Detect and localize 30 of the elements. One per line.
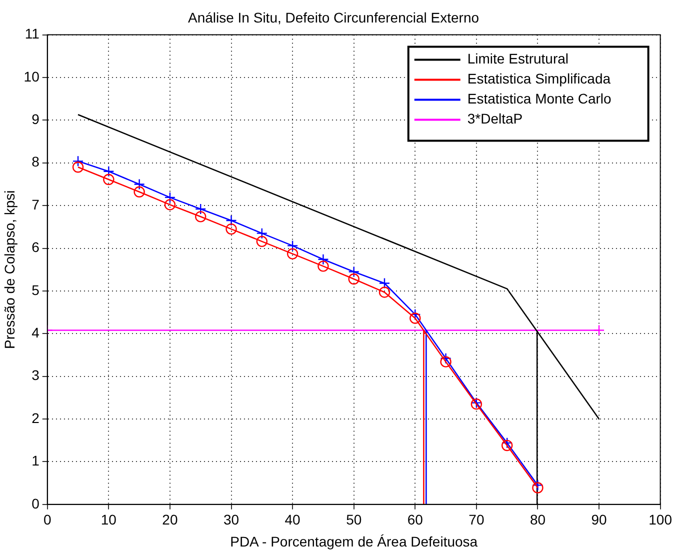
legend-label: 3*DeltaP xyxy=(467,110,523,127)
x-tick-label: 40 xyxy=(284,512,301,528)
chart-title: Análise In Situ, Defeito Circunferencial Externo xyxy=(188,9,480,26)
x-tick-label: 50 xyxy=(346,512,362,528)
y-tick-label: 0 xyxy=(32,495,40,512)
x-tick-label: 30 xyxy=(223,512,240,528)
x-tick-label: 90 xyxy=(591,512,608,528)
x-tick-label: 80 xyxy=(530,512,546,528)
x-tick-label: 20 xyxy=(162,512,178,528)
legend-label: Limite Estrutural xyxy=(467,50,569,67)
y-tick-label: 10 xyxy=(24,68,40,84)
y-tick-label: 5 xyxy=(32,282,40,298)
x-tick-label: 70 xyxy=(468,512,484,528)
y-tick-label: 4 xyxy=(32,324,40,340)
x-tick-label: 100 xyxy=(648,512,672,528)
y-tick-label: 8 xyxy=(32,154,40,170)
y-tick-label: 6 xyxy=(32,239,40,256)
x-tick-label: 10 xyxy=(100,512,117,528)
y-tick-label: 9 xyxy=(32,111,40,128)
y-axis-title: Pressão de Colapso, kpsi xyxy=(1,190,18,349)
y-tick-label: 7 xyxy=(32,196,40,212)
y-tick-label: 2 xyxy=(32,410,40,426)
legend-label: Estatistica Monte Carlo xyxy=(467,90,612,107)
y-tick-label: 1 xyxy=(32,452,40,469)
y-tick-label: 11 xyxy=(24,26,40,42)
legend-label: Estatistica Simplificada xyxy=(467,70,611,87)
x-tick-label: 0 xyxy=(43,512,52,528)
y-tick-label: 3 xyxy=(32,367,40,384)
x-tick-label: 60 xyxy=(407,512,424,528)
x-axis-title: PDA - Porcentagem de Área Defeituosa xyxy=(230,533,478,550)
